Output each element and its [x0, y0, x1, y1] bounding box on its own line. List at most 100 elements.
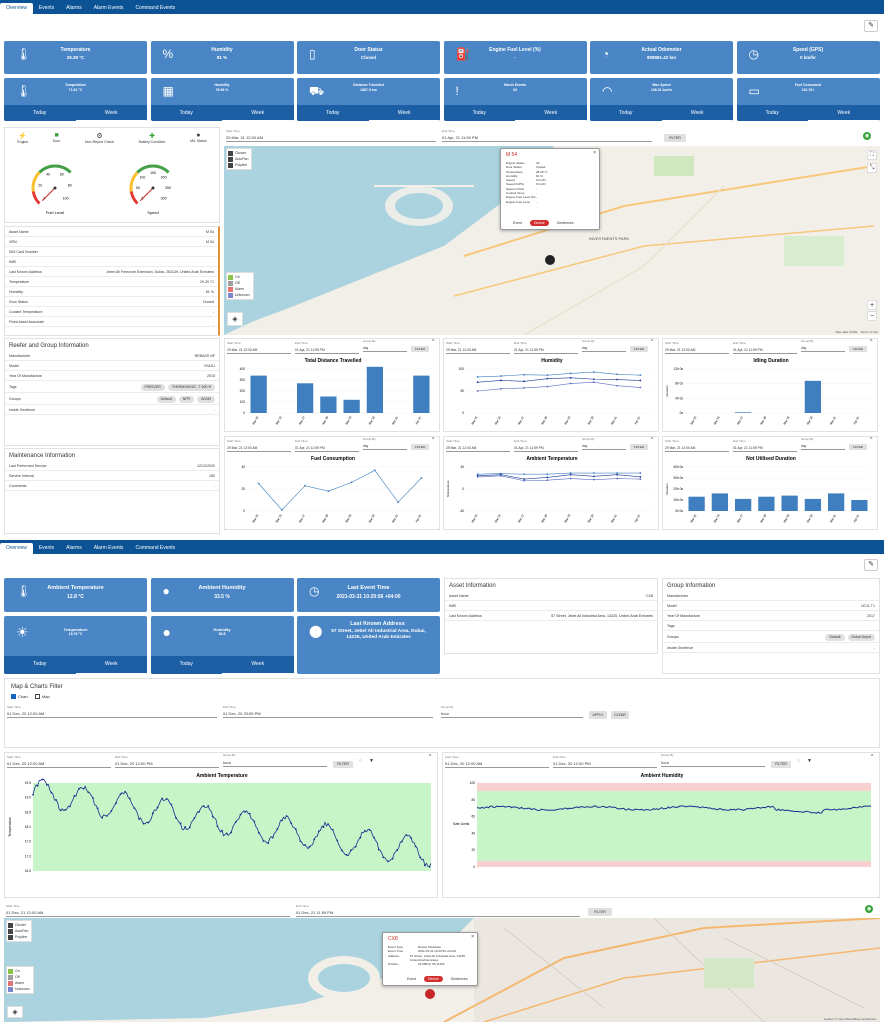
popup-geofences-button[interactable]: Geofences	[556, 221, 574, 225]
eye-off-icon[interactable]: ◌	[797, 758, 800, 764]
locate-icon[interactable]: ◉	[865, 905, 873, 913]
eye-off-icon[interactable]: ◌	[359, 758, 362, 764]
end-time-input[interactable]: 01 Apr, 21 11:59 PM	[442, 134, 652, 142]
week-tab[interactable]: Week	[515, 105, 587, 121]
map2-filter-button[interactable]: FILTER	[588, 908, 612, 916]
mini-start-input[interactable]: 29 Mar, 21 12:00 AM	[227, 444, 291, 452]
edit-button-2[interactable]: ✎	[864, 559, 878, 571]
collapse-chevron-icon[interactable]: ^	[871, 754, 874, 760]
tab-command-events[interactable]: Command Events	[135, 5, 176, 11]
edit-button[interactable]: ✎	[864, 20, 878, 32]
filter-group-select[interactable]: hour	[441, 710, 583, 718]
today-tab[interactable]: Today	[765, 110, 779, 116]
start-time-input[interactable]: 29 Mar, 21 12:00 AM	[226, 134, 436, 142]
mini-filter-button[interactable]: FILTER	[411, 346, 429, 352]
tag-chip[interactable]: Dubai Depot	[847, 634, 875, 641]
collapse-chevron-icon[interactable]: ^	[432, 437, 435, 443]
filter-end-input[interactable]: 01 Dec, 20 23:59 PM	[223, 710, 433, 718]
map2-start-input[interactable]: 01 Dec, 21 12:00 AM	[6, 909, 290, 917]
temp-filter-button[interactable]: FILTER	[333, 761, 353, 768]
zoom-in-button[interactable]: +	[867, 300, 877, 310]
tag-chip[interactable]: ADNH	[197, 396, 215, 403]
layer-checkbox[interactable]	[8, 922, 13, 928]
layer-autopan[interactable]: AutoPan	[228, 156, 250, 162]
zoom-out-button[interactable]: −	[867, 311, 877, 321]
mini-group-select[interactable]: day	[363, 442, 407, 450]
layer-polyline[interactable]: Polyline	[228, 162, 250, 168]
filter-start-input[interactable]: 01 Dec, 20 12:00 AM	[7, 710, 217, 718]
popup-event-button[interactable]: Event	[513, 221, 522, 225]
funnel-icon[interactable]: ▼	[369, 758, 374, 764]
mini-end-input[interactable]: 01 Apr, 21 11:59 PM	[295, 444, 359, 452]
tab-command-events[interactable]: Command Events	[135, 545, 176, 551]
week-tab[interactable]: Week	[222, 105, 294, 121]
mini-group-select[interactable]: day	[801, 344, 845, 352]
temp-start-input[interactable]: 01 Dec, 20 12:00 AM	[7, 760, 111, 768]
layer-cluster[interactable]: Cluster	[228, 150, 250, 156]
tab-overview[interactable]: Overview	[0, 3, 33, 14]
today-tab[interactable]: Today	[33, 110, 47, 116]
mini-group-select[interactable]: day	[363, 344, 407, 352]
mini-group-select[interactable]: day	[582, 442, 626, 450]
tab-alarm-events[interactable]: Alarm Events	[93, 5, 124, 11]
mini-end-input[interactable]: 01 Apr, 21 11:59 PM	[733, 346, 797, 354]
today-tab[interactable]: Today	[472, 110, 486, 116]
collapse-chevron-icon[interactable]: ^	[432, 339, 435, 345]
layers-icon[interactable]: ◈	[227, 312, 243, 326]
layer-checkbox[interactable]	[8, 934, 13, 940]
layers-icon[interactable]: ◈	[7, 1006, 23, 1018]
mini-filter-button[interactable]: FILTER	[411, 444, 429, 450]
tab-alarms[interactable]: Alarms	[66, 545, 82, 551]
mini-end-input[interactable]: 01 Apr, 21 11:59 PM	[733, 444, 797, 452]
layer-polyline[interactable]: Polyline	[8, 934, 30, 940]
layer-checkbox[interactable]	[8, 928, 13, 934]
week-tab[interactable]: Week	[808, 105, 880, 121]
tab-alarm-events[interactable]: Alarm Events	[93, 545, 124, 551]
mini-filter-button[interactable]: FILTER	[849, 444, 867, 450]
tab-events[interactable]: Events	[38, 5, 55, 11]
map-checkbox[interactable]	[34, 694, 40, 700]
mini-start-input[interactable]: 29 Mar, 21 12:00 AM	[227, 346, 291, 354]
week-tab[interactable]: Week	[222, 656, 294, 674]
map2-end-input[interactable]: 01 Dec, 21 11:59 PM	[296, 909, 580, 917]
map2-layer-toggles[interactable]: Cluster AutoPan Polyline	[6, 920, 32, 942]
popup-close-icon[interactable]: ×	[471, 934, 474, 940]
today-tab[interactable]: Today	[33, 661, 47, 667]
funnel-icon[interactable]: ▼	[807, 758, 812, 764]
map-layer-toggles[interactable]: Cluster AutoPan Polyline	[226, 148, 252, 170]
clear-button[interactable]: CLEAR	[611, 711, 629, 719]
mini-start-input[interactable]: 29 Mar, 21 12:00 AM	[665, 346, 729, 354]
mini-group-select[interactable]: day	[801, 442, 845, 450]
popup-device-button[interactable]: Device	[423, 976, 443, 982]
collapse-chevron-icon[interactable]: ^	[870, 339, 873, 345]
mini-start-input[interactable]: 29 Mar, 21 12:00 AM	[446, 444, 510, 452]
temp-group-select[interactable]: hour	[223, 759, 327, 767]
layer-cluster[interactable]: Cluster	[8, 922, 30, 928]
collapse-chevron-icon[interactable]: ^	[429, 754, 432, 760]
hum-group-select[interactable]: hour	[661, 759, 765, 767]
locate-icon[interactable]: ◉	[863, 132, 871, 140]
week-tab[interactable]: Week	[368, 105, 440, 121]
mini-start-input[interactable]: 29 Mar, 21 12:00 AM	[665, 444, 729, 452]
mini-group-select[interactable]: day	[582, 344, 626, 352]
hum-end-input[interactable]: 01 Dec, 20 12:00 PM	[553, 760, 657, 768]
hum-start-input[interactable]: 01 Dec, 20 12:00 AM	[445, 760, 549, 768]
mini-filter-button[interactable]: FILTER	[849, 346, 867, 352]
map-view[interactable]: INVESTMENTS PARK Cluster AutoPan Polyline …	[224, 146, 880, 335]
layer-autopan[interactable]: AutoPan	[8, 928, 30, 934]
collapse-chevron-icon[interactable]: ^	[870, 437, 873, 443]
apply-button[interactable]: APPLY	[589, 711, 607, 719]
layer-checkbox[interactable]	[228, 156, 233, 162]
today-tab[interactable]: Today	[326, 110, 340, 116]
popup-event-button[interactable]: Event	[407, 977, 416, 981]
tab-overview[interactable]: Overview	[0, 543, 33, 554]
layer-checkbox[interactable]	[228, 162, 233, 168]
popup-geofences-button[interactable]: Geofences	[450, 977, 468, 981]
week-tab[interactable]: Week	[75, 656, 147, 674]
hum-filter-button[interactable]: FILTER	[771, 761, 791, 768]
layer-checkbox[interactable]	[228, 150, 233, 156]
tag-chip[interactable]: NPR	[178, 396, 195, 403]
tag-chip[interactable]: Default	[156, 396, 176, 403]
mini-end-input[interactable]: 01 Apr, 21 11:59 PM	[514, 346, 578, 354]
popup-device-button[interactable]: Device	[529, 220, 549, 226]
